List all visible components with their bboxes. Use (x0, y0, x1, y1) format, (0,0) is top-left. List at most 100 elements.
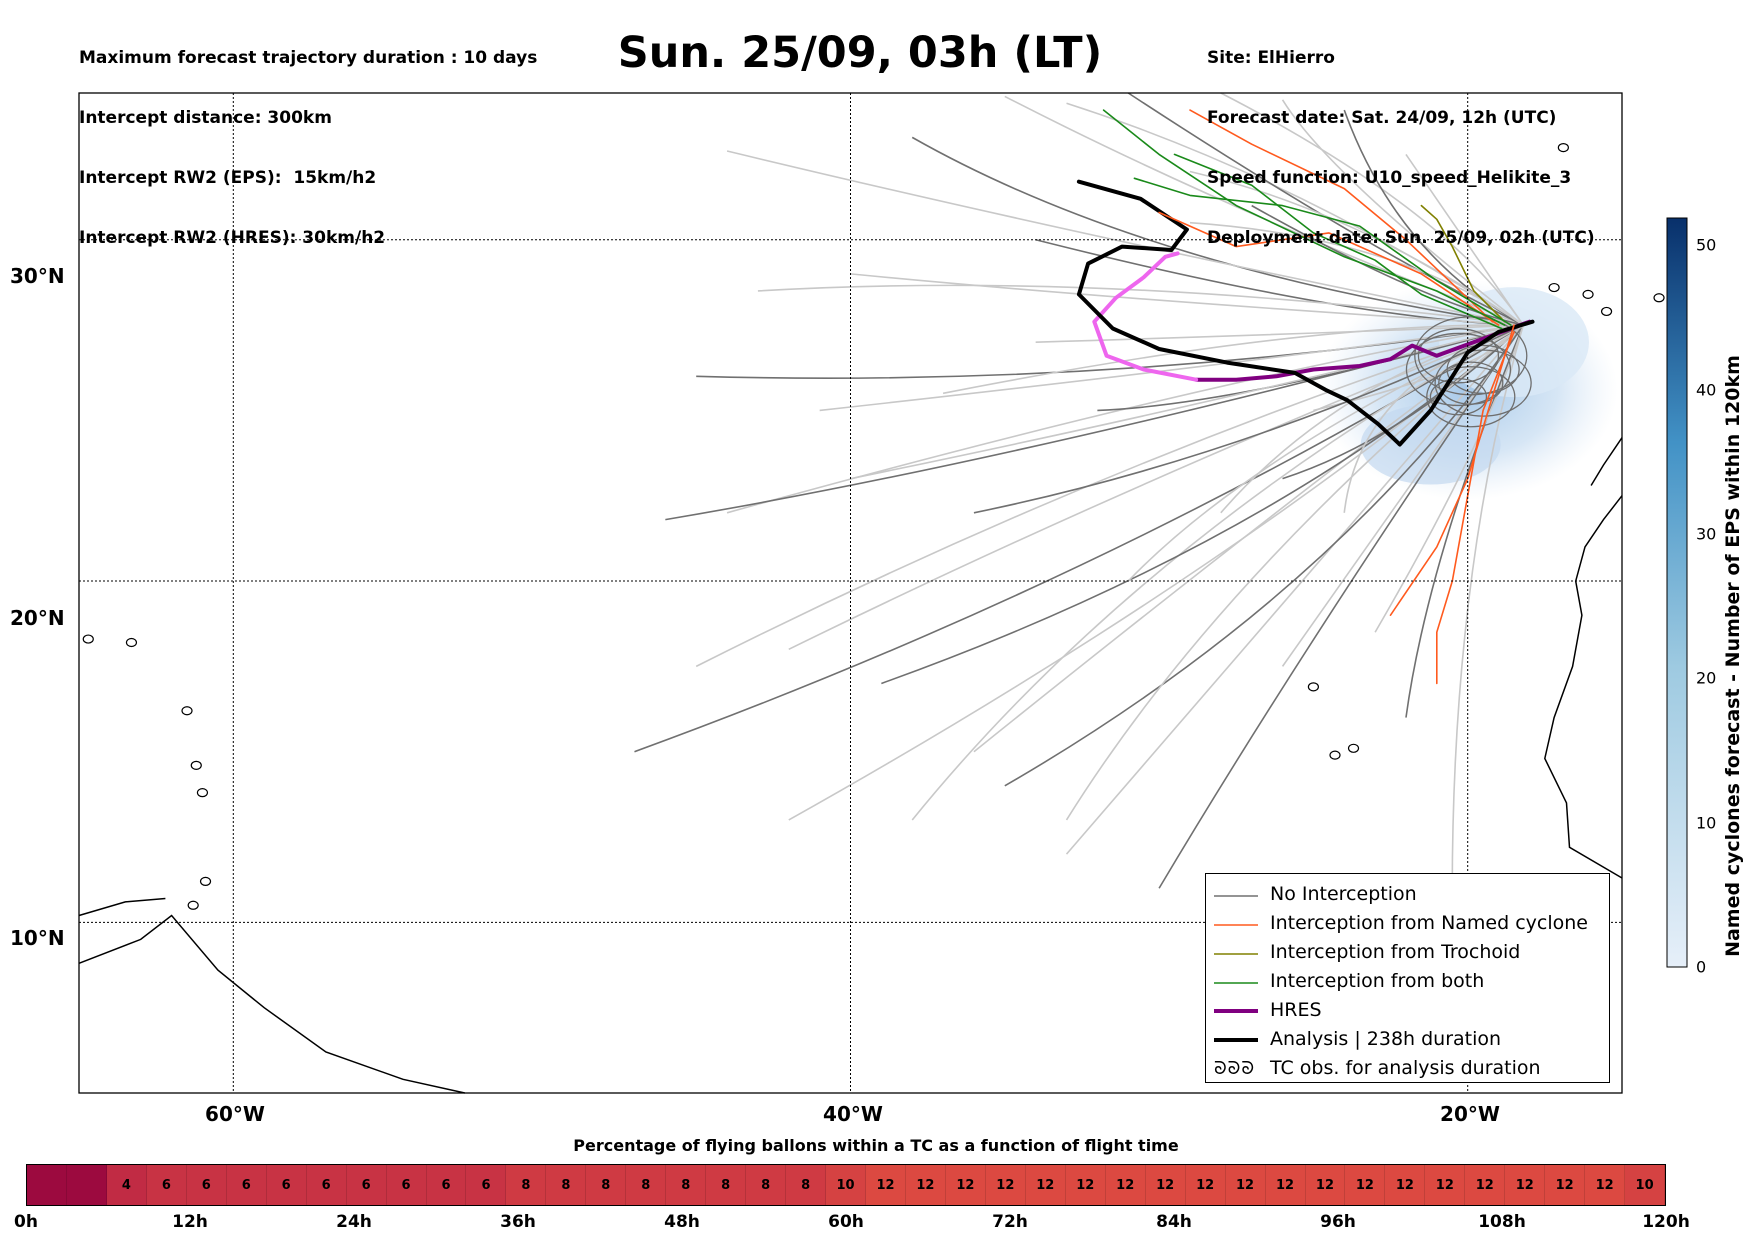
trajectory-no-interception (819, 324, 1524, 412)
trajectory-hres (1092, 251, 1199, 382)
trajectory-loop (1426, 366, 1516, 428)
island (181, 706, 193, 716)
trajectory-no-interception (788, 324, 1524, 651)
island (1329, 750, 1341, 760)
percentage-cell: 12 (1505, 1165, 1546, 1205)
island (1548, 282, 1560, 293)
island (1557, 143, 1569, 153)
percentage-cell: 12 (866, 1165, 906, 1205)
island (1582, 289, 1594, 299)
percentage-cell: 6 (226, 1165, 267, 1205)
time-tick-label: 84h (1156, 1212, 1192, 1232)
percentage-cell: 12 (1265, 1165, 1306, 1205)
colorbar-tick: 10 (1696, 813, 1717, 833)
trajectory-no-interception (726, 150, 1524, 326)
trajectory-interception-from-both (1102, 109, 1506, 326)
colorbar-label: Named cyclones forecast - Number of EPS … (1722, 355, 1744, 957)
percentage-cell: 12 (1545, 1165, 1586, 1205)
percentage-cell: 12 (1465, 1165, 1506, 1205)
percentage-cell: 12 (1345, 1165, 1386, 1205)
island (125, 637, 138, 648)
island (1653, 293, 1665, 303)
time-tick-label: 0h (14, 1212, 38, 1232)
legend-label: Interception from both (1270, 970, 1485, 992)
island (1307, 682, 1320, 692)
trajectory-no-interception (1127, 92, 1524, 326)
trajectory-no-interception (942, 324, 1524, 395)
trajectory-interception-from-named-cyclone (1189, 109, 1494, 323)
percentage-cell: 6 (386, 1165, 427, 1205)
lon-label: 60°W (205, 1102, 265, 1126)
percentage-cell: 6 (146, 1165, 187, 1205)
legend-swatch (1214, 1009, 1258, 1013)
header-left-line: Maximum forecast trajectory duration : 1… (79, 48, 538, 68)
legend-swatch (1214, 982, 1258, 984)
legend-label: HRES (1270, 999, 1322, 1021)
legend-label: No Interception (1270, 883, 1417, 905)
coastline (78, 897, 166, 917)
trajectory-no-interception (1066, 102, 1524, 326)
percentage-cell: 8 (586, 1165, 627, 1205)
header-right-line: Deployment date: Sun. 25/09, 02h (UTC) (1207, 228, 1595, 248)
trajectory-no-interception (695, 324, 1524, 668)
percentage-cell: 12 (1105, 1165, 1146, 1205)
legend-item: ᘐᘐᘐ TC obs. for analysis duration (1206, 1054, 1609, 1083)
chart-title: Sun. 25/09, 03h (LT) (617, 28, 1103, 78)
percentage-cell: 12 (1425, 1165, 1466, 1205)
percentage-cell: 6 (306, 1165, 347, 1205)
trajectory-no-interception (1127, 324, 1524, 582)
trajectory-no-interception (850, 324, 1524, 480)
header-right: Site: ElHierro Forecast date: Sat. 24/09… (1207, 8, 1595, 268)
trajectory-loop (1434, 349, 1532, 417)
percentage-cell (27, 1165, 67, 1205)
lon-label: 20°W (1440, 1102, 1500, 1126)
trajectory-interception-from-both (1133, 177, 1512, 326)
percentage-cell: 6 (466, 1165, 507, 1205)
legend-label: Analysis | 238h duration (1270, 1028, 1502, 1050)
trajectory-no-interception (1065, 324, 1524, 855)
trajectory-interception-from-trochoid (1420, 204, 1506, 323)
trajectory-no-interception (757, 284, 1524, 326)
percentage-cell: 12 (1585, 1165, 1626, 1205)
percentage-cell: 10 (826, 1165, 867, 1205)
colorbar-tick: 50 (1696, 235, 1717, 255)
trajectory-interception-from-named-cyclone (1158, 211, 1500, 326)
trajectory-no-interception (850, 273, 1524, 326)
trajectory-hres (1194, 319, 1532, 382)
percentage-cell: 8 (626, 1165, 667, 1205)
legend-item: Analysis | 238h duration (1206, 1025, 1609, 1054)
trajectory-no-interception (1282, 324, 1524, 480)
map-frame (78, 92, 1623, 1094)
legend-swatch (1214, 1038, 1258, 1042)
island (196, 788, 209, 798)
time-tick-label: 12h (172, 1212, 208, 1232)
island (1347, 743, 1360, 753)
legend-label: TC obs. for analysis duration (1270, 1057, 1541, 1079)
lat-label: 30°N (10, 264, 65, 288)
trajectory-analysis-238h-duration (1076, 179, 1535, 447)
percentage-cell: 8 (746, 1165, 787, 1205)
trajectory-no-interception (1035, 324, 1524, 343)
trajectory-no-interception (881, 324, 1524, 685)
island (190, 760, 202, 770)
legend-item: No Interception (1206, 880, 1609, 909)
header-right-line: Site: ElHierro (1207, 48, 1335, 68)
colorbar-tick: 30 (1696, 524, 1717, 544)
percentage-cell: 6 (266, 1165, 307, 1205)
legend-label: Interception from Named cyclone (1270, 912, 1588, 934)
island (82, 634, 94, 644)
percentage-cell: 10 (1625, 1165, 1666, 1205)
percentage-bar: 4 6 6 6 6 6 6 6 6 6 8 8 8 8 8 8 8 8 10 12 12 12 12 12 12 12 12 12 12… (26, 1164, 1666, 1206)
percentage-cell: 12 (1185, 1165, 1226, 1205)
trajectory-loop (1417, 328, 1500, 384)
percentage-cell: 8 (666, 1165, 707, 1205)
island (187, 900, 199, 910)
colorbar-tick: 40 (1696, 380, 1717, 400)
time-tick-label: 36h (500, 1212, 536, 1232)
time-tick-label: 120h (1642, 1212, 1690, 1232)
time-tick-label: 24h (336, 1212, 372, 1232)
trajectory-no-interception (973, 324, 1524, 514)
header-left-line: Intercept distance: 300km (79, 108, 332, 128)
legend-swatch (1214, 895, 1258, 897)
percentage-cell: 12 (1145, 1165, 1186, 1205)
